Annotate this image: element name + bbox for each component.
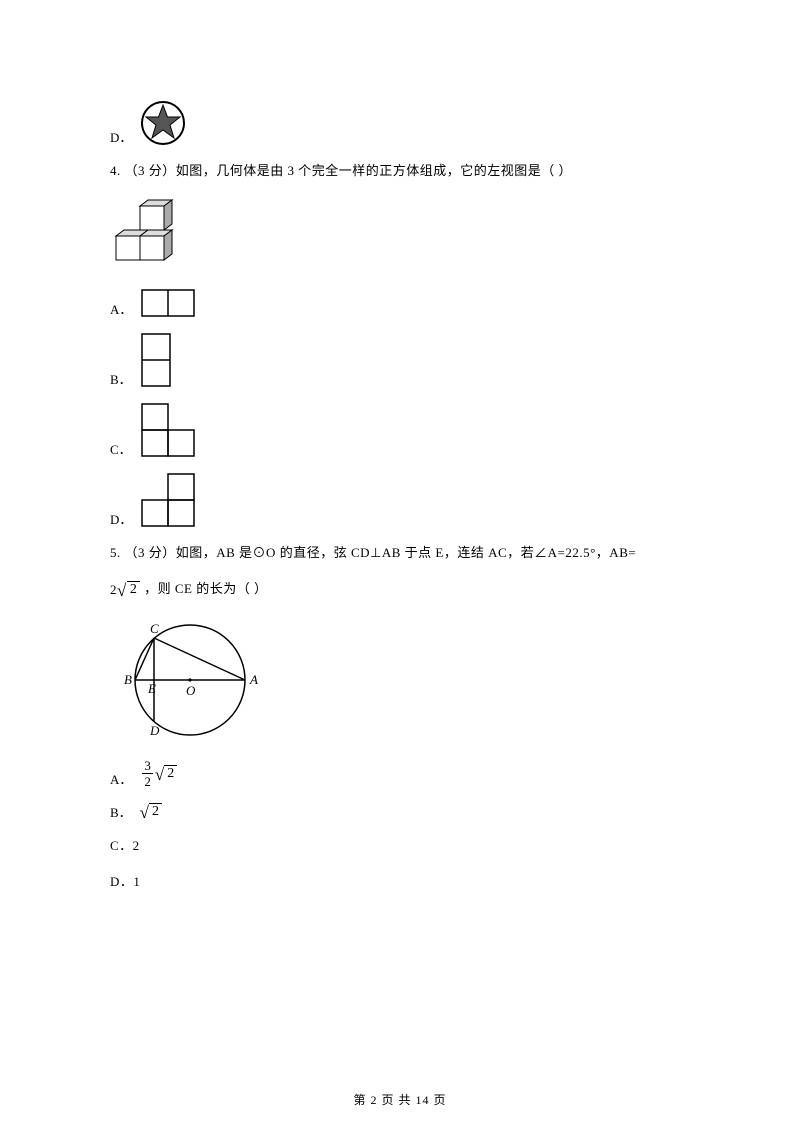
q4-optA-shape [140, 288, 196, 318]
q4-optD-shape [140, 472, 198, 528]
sqrt-icon: √2 [117, 581, 140, 599]
q4-optB-shape [140, 332, 172, 388]
q5-ab-value: 2 √2 [110, 579, 140, 601]
q4-optB-label: B． [110, 369, 132, 388]
page-content: D． 4. （3 分）如图，几何体是由 3 个完全一样的正方体组成，它的左视图是… [0, 0, 800, 947]
q5-optA-label: A． [110, 769, 132, 788]
q5-option-a: A． 3 2 √2 [110, 759, 690, 788]
q5-option-b: B． √2 [110, 802, 690, 821]
q5-option-c: C．2 [110, 835, 690, 857]
q4-stem: 4. （3 分）如图，几何体是由 3 个完全一样的正方体组成，它的左视图是（ ） [110, 160, 690, 182]
svg-text:C: C [150, 621, 159, 636]
svg-text:E: E [147, 681, 156, 696]
svg-text:A: A [249, 672, 258, 687]
q5-option-d: D．1 [110, 871, 690, 893]
q3-optD-label: D． [110, 127, 132, 146]
q5-stem-line1: 5. （3 分）如图，AB 是⊙O 的直径，弦 CD⊥AB 于点 E，连结 AC… [110, 542, 690, 564]
q5-circle-figure: C B A D E O [110, 615, 690, 745]
page-footer: 第 2 页 共 14 页 [0, 1091, 800, 1108]
q4-optA-label: A． [110, 299, 132, 318]
q4-optC-shape [140, 402, 198, 458]
q5-stem-tail: ，则 CE 的长为（ ） [144, 581, 267, 596]
q4-option-b: B． [110, 332, 690, 388]
q4-solid-figure [110, 196, 690, 274]
svg-text:O: O [186, 683, 196, 698]
q5-optA-math: 3 2 √2 [140, 759, 177, 788]
svg-text:B: B [124, 672, 132, 687]
q5-stem-line2: 2 √2 ，则 CE 的长为（ ） [110, 578, 690, 601]
q3-option-d: D． [110, 100, 690, 146]
q4-optC-label: C． [110, 439, 132, 458]
star-in-circle-icon [140, 100, 186, 146]
sqrt-icon: √2 [140, 803, 162, 821]
svg-text:D: D [149, 723, 160, 738]
q5-sqrt-coef: 2 [110, 579, 117, 601]
fraction-icon: 3 2 [142, 759, 153, 788]
q4-optD-label: D． [110, 509, 132, 528]
q5-optB-label: B． [110, 802, 132, 821]
q4-option-c: C． [110, 402, 690, 458]
q4-option-a: A． [110, 288, 690, 318]
sqrt-icon: √2 [155, 765, 177, 783]
cubes-3d-icon [110, 196, 194, 274]
q4-option-d: D． [110, 472, 690, 528]
circle-diagram-icon: C B A D E O [110, 615, 270, 745]
